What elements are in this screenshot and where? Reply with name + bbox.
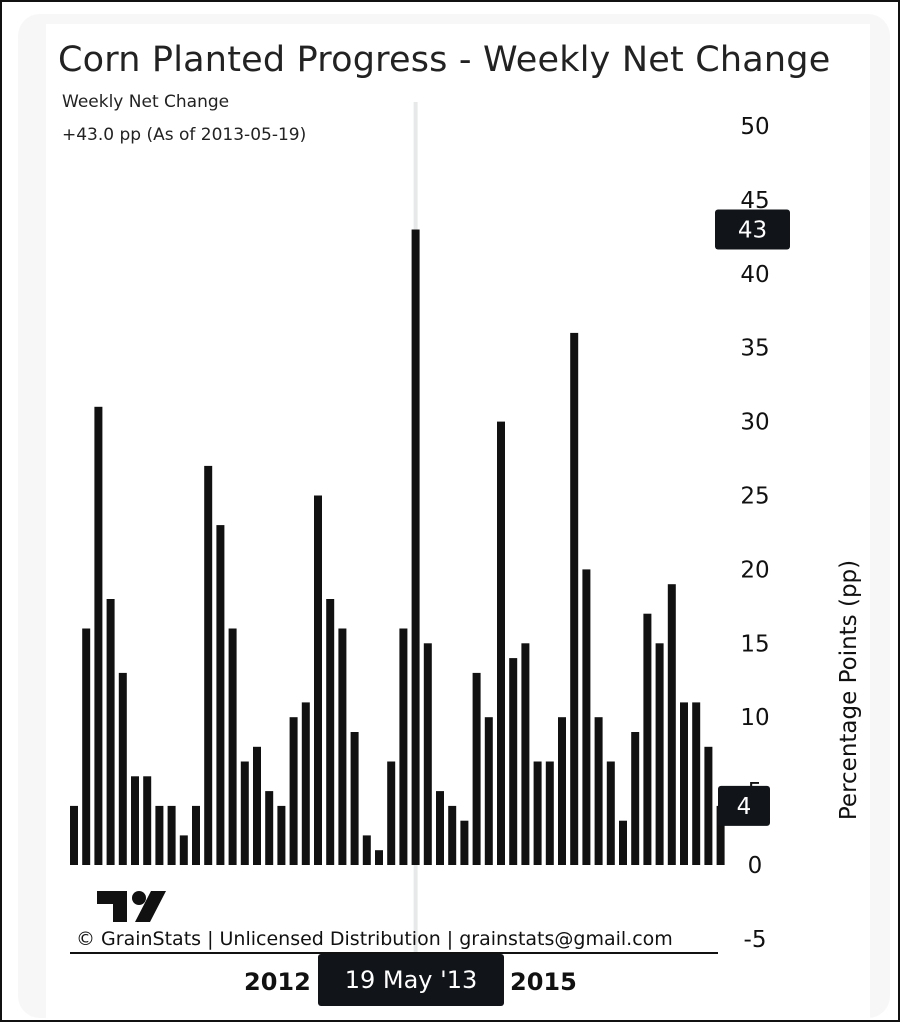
bar-39[interactable]	[545, 761, 554, 866]
bar-4[interactable]	[118, 672, 127, 865]
bar-series	[70, 229, 725, 866]
legend-series-name: Weekly Net Change	[62, 92, 230, 112]
bar-37[interactable]	[521, 643, 530, 865]
bar-45[interactable]	[619, 820, 627, 865]
bar-44[interactable]	[606, 761, 615, 866]
y-tick-label: 25	[740, 484, 769, 510]
bar-9[interactable]	[179, 835, 188, 865]
bar-36[interactable]	[509, 658, 518, 865]
bar-12[interactable]	[216, 525, 225, 865]
crosshair-date-label: 19 May '13	[318, 954, 504, 1006]
hover-value-badge-bg	[715, 209, 790, 250]
last-value-badge-bg	[718, 785, 770, 826]
bar-3[interactable]	[106, 599, 115, 865]
y-tick-label: 0	[748, 853, 763, 879]
bar-5[interactable]	[131, 776, 139, 865]
y-tick-label: 35	[740, 336, 769, 362]
bar-43[interactable]	[594, 717, 603, 865]
y-tick-label: 40	[740, 262, 769, 288]
y-tick-label: 50	[740, 114, 769, 140]
x-tick-2015: 2015	[510, 968, 577, 996]
bar-27[interactable]	[399, 628, 408, 866]
bar-7[interactable]	[155, 805, 164, 865]
y-tick-label: 10	[740, 705, 769, 731]
bar-51[interactable]	[692, 702, 701, 865]
bar-35[interactable]	[497, 421, 505, 865]
bar-41[interactable]	[570, 332, 579, 865]
bar-47[interactable]	[643, 613, 652, 865]
bar-40[interactable]	[558, 717, 566, 865]
bar-23[interactable]	[350, 732, 359, 865]
bar-20[interactable]	[314, 495, 322, 866]
bar-2[interactable]	[94, 406, 103, 865]
bar-53[interactable]	[716, 805, 725, 865]
bar-1[interactable]	[82, 628, 91, 866]
x-tick-2012: 2012	[244, 968, 311, 996]
bar-31[interactable]	[448, 805, 457, 865]
bar-26[interactable]	[387, 761, 396, 866]
tradingview-logo-icon[interactable]	[97, 889, 167, 929]
bar-8[interactable]	[167, 805, 176, 865]
bar-17[interactable]	[277, 805, 286, 865]
bar-11[interactable]	[204, 465, 213, 865]
bar-42[interactable]	[582, 569, 591, 865]
y-tick-label: 20	[740, 557, 769, 583]
bar-10[interactable]	[192, 805, 200, 865]
bar-50[interactable]	[680, 702, 688, 865]
bar-19[interactable]	[301, 702, 310, 865]
chart-title: Corn Planted Progress - Weekly Net Chang…	[58, 40, 831, 80]
legend-current-value: +43.0 pp (As of 2013-05-19)	[62, 125, 307, 145]
bar-25[interactable]	[375, 850, 383, 865]
bar-28[interactable]	[411, 229, 420, 866]
bar-0[interactable]	[70, 805, 78, 865]
copyright-underline	[70, 952, 718, 954]
bar-21[interactable]	[326, 599, 335, 865]
bar-6[interactable]	[143, 776, 152, 865]
bar-52[interactable]	[704, 746, 713, 865]
bar-46[interactable]	[631, 732, 640, 865]
bar-15[interactable]	[253, 746, 261, 865]
bar-29[interactable]	[423, 643, 432, 865]
y-axis-label: Percentage Points (pp)	[836, 559, 862, 821]
bar-16[interactable]	[265, 791, 274, 865]
bar-32[interactable]	[460, 820, 469, 865]
y-tick-label: 30	[740, 410, 769, 436]
bar-24[interactable]	[362, 835, 371, 865]
bar-18[interactable]	[289, 717, 298, 865]
price-badges: 43 4	[715, 209, 790, 826]
hover-value-badge: 43	[738, 218, 767, 244]
bar-38[interactable]	[533, 761, 542, 866]
copyright-watermark: © GrainStats | Unlicensed Distribution |…	[76, 928, 673, 950]
bar-30[interactable]	[436, 791, 444, 865]
bar-34[interactable]	[484, 717, 493, 865]
bar-49[interactable]	[667, 584, 676, 865]
bar-48[interactable]	[655, 643, 664, 865]
y-tick-label: -5	[744, 927, 767, 953]
bar-13[interactable]	[228, 628, 237, 866]
last-value-badge: 4	[737, 794, 752, 820]
bar-14[interactable]	[240, 761, 249, 866]
bar-33[interactable]	[472, 672, 481, 865]
y-tick-label: 15	[740, 631, 769, 657]
bar-22[interactable]	[338, 628, 347, 866]
